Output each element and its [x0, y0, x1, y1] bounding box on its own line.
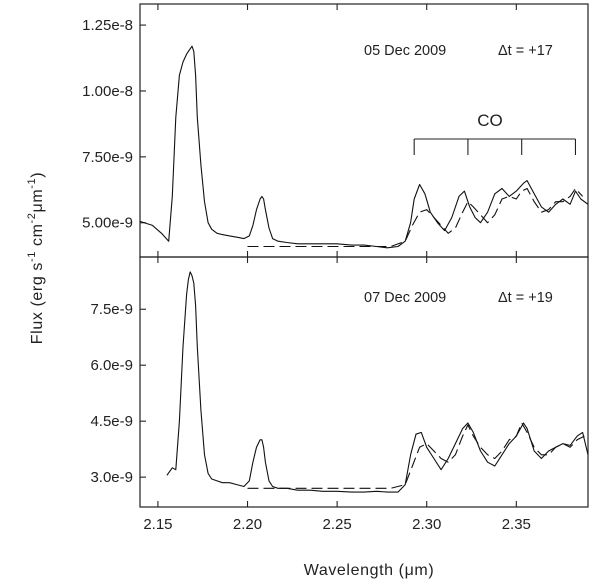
y-tick-label: 5.00e-9 [82, 215, 133, 232]
bottom-panel-ticks: 3.0e-9 4.5e-9 6.0e-9 7.5e-9 2.15 2.20 2.25 2.30… [90, 257, 531, 533]
observed-spectrum-line [139, 45, 589, 249]
top-annotation-date: 05 Dec 2009 [364, 43, 446, 59]
bottom-panel: 3.0e-9 4.5e-9 6.0e-9 7.5e-9 2.15 2.20 2.25 2.30… [90, 256, 589, 533]
x-tick-label: 2.15 [143, 516, 172, 533]
y-axis-label-mid1: cm [29, 223, 46, 251]
co-label: CO [477, 111, 503, 130]
y-axis-label-exp1: -1 [26, 251, 38, 262]
top-panel: 5.00e-9 7.50e-9 1.00e-8 1.25e-8 CO 05 Dec 2… [82, 3, 589, 258]
bottom-panel-frame [139, 256, 589, 508]
y-tick-label: 7.50e-9 [82, 149, 133, 166]
y-axis-label-end: ) [29, 172, 46, 178]
y-axis-label-exp2: -2 [26, 212, 38, 223]
y-tick-label: 1.25e-8 [82, 17, 133, 34]
x-axis-label: Wavelength (μm) [304, 562, 435, 579]
x-tick-label: 2.25 [323, 516, 352, 533]
x-tick-label: 2.35 [502, 516, 531, 533]
co-bandhead-bracket [413, 138, 577, 155]
x-tick-label: 2.20 [233, 516, 262, 533]
top-panel-curves [139, 45, 589, 249]
bottom-panel-curves [166, 271, 589, 493]
bottom-annotation-date: 07 Dec 2009 [364, 290, 446, 306]
y-axis-label-mid2: μm [29, 189, 46, 213]
x-tick-label: 2.30 [412, 516, 441, 533]
model-spectrum-line [247, 187, 584, 248]
top-panel-ticks: 5.00e-9 7.50e-9 1.00e-8 1.25e-8 [82, 4, 517, 257]
top-annotation-delta: Δt = +17 [498, 43, 553, 59]
y-axis-label: Flux (erg s-1 cm-2μm-1) [26, 172, 46, 344]
model-spectrum-line [247, 422, 585, 489]
bottom-annotation-delta: Δt = +19 [498, 290, 553, 306]
y-tick-label: 3.0e-9 [90, 469, 133, 486]
y-tick-label: 1.00e-8 [82, 83, 133, 100]
y-axis-label-main: Flux (erg s [29, 262, 46, 344]
y-tick-label: 7.5e-9 [90, 301, 133, 318]
observed-spectrum-line [166, 271, 589, 493]
y-tick-label: 6.0e-9 [90, 357, 133, 374]
y-tick-label: 4.5e-9 [90, 413, 133, 430]
y-axis-label-exp3: -1 [26, 178, 38, 189]
